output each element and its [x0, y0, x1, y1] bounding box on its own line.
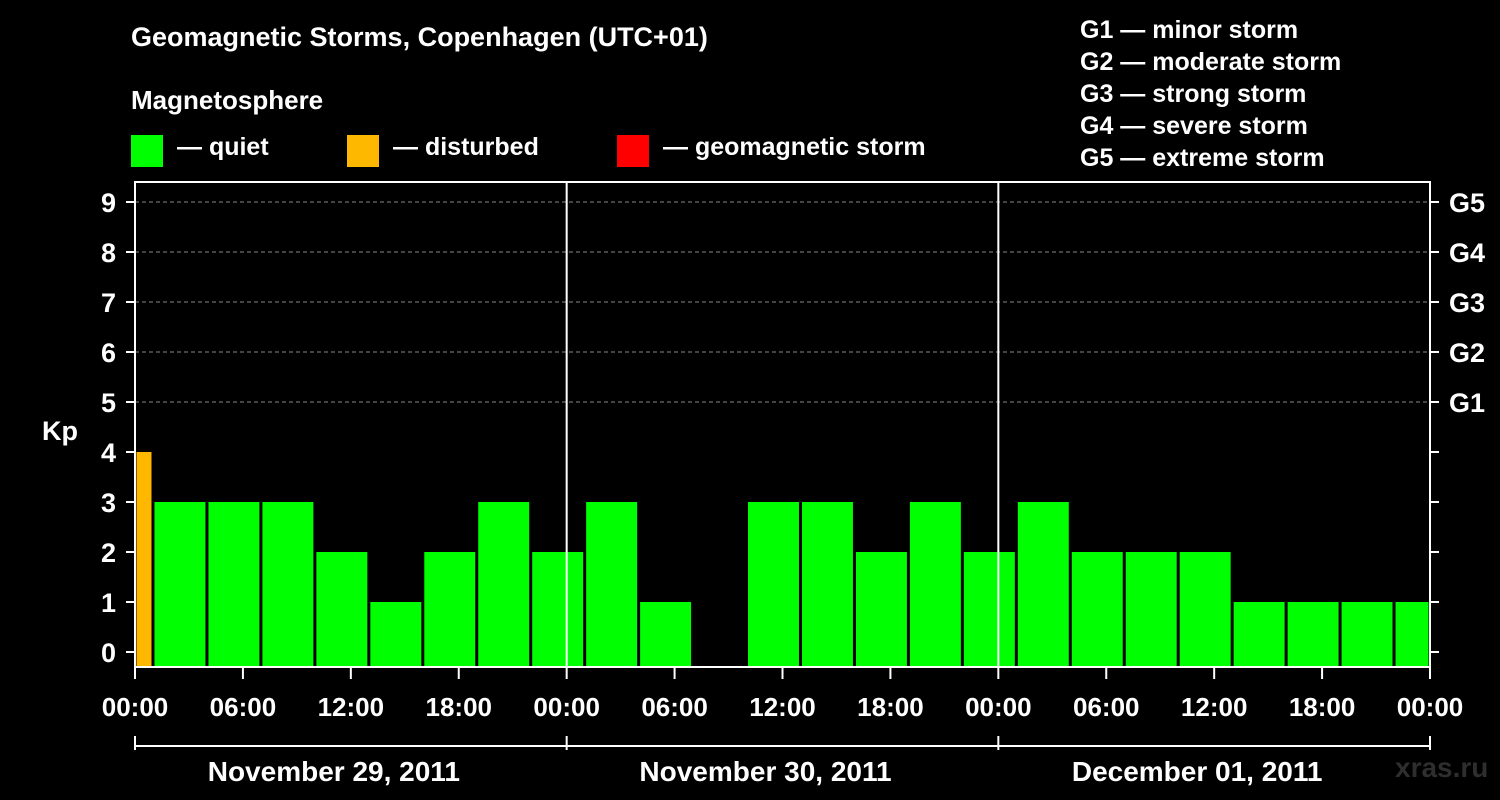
kp-bar-10	[640, 602, 692, 667]
y-tick-label-0: 0	[101, 638, 116, 668]
y-tick-label-5: 5	[101, 388, 116, 418]
kp-bar-19	[1125, 552, 1177, 667]
x-tick-label-12: 00:00	[1397, 692, 1464, 722]
right-tick-label-g1: G1	[1449, 388, 1485, 418]
x-tick-label-6: 12:00	[749, 692, 816, 722]
kp-bar-24	[1395, 602, 1429, 667]
y-tick-label-1: 1	[101, 588, 116, 618]
legend-swatch-storm	[617, 135, 649, 167]
kp-bar-14	[855, 552, 907, 667]
y-tick-label-6: 6	[101, 338, 116, 368]
right-tick-label-g2: G2	[1449, 338, 1485, 368]
legend-label-disturbed: — disturbed	[393, 133, 539, 161]
y-tick-label-4: 4	[101, 438, 116, 468]
legend-label-quiet: — quiet	[177, 133, 269, 161]
x-tick-label-1: 06:00	[210, 692, 277, 722]
storm-scale-g5: G5 — extreme storm	[1080, 144, 1325, 172]
storm-scale-g2: G2 — moderate storm	[1080, 48, 1342, 76]
storm-scale-g1: G1 — minor storm	[1080, 16, 1299, 44]
storm-scale-g4: G4 — severe storm	[1080, 112, 1308, 140]
x-tick-label-7: 18:00	[857, 692, 924, 722]
kp-bar-9	[586, 502, 638, 667]
kp-bar-2	[208, 502, 260, 667]
legend-label-storm: — geomagnetic storm	[663, 133, 926, 161]
y-tick-label-7: 7	[101, 288, 116, 318]
x-tick-label-9: 06:00	[1073, 692, 1140, 722]
kp-bar-17	[1017, 502, 1069, 667]
kp-bar-16	[963, 552, 1015, 667]
kp-bar-15	[909, 502, 961, 667]
chart-title: Geomagnetic Storms, Copenhagen (UTC+01)	[131, 22, 708, 52]
kp-bar-21	[1233, 602, 1285, 667]
x-tick-label-11: 18:00	[1289, 692, 1356, 722]
magnetosphere-title: Magnetosphere	[131, 85, 324, 115]
x-tick-label-8: 00:00	[965, 692, 1032, 722]
kp-bar-20	[1179, 552, 1231, 667]
kp-bar-13	[801, 502, 853, 667]
kp-bar-1	[154, 502, 206, 667]
right-tick-label-g3: G3	[1449, 288, 1485, 318]
kp-bar-23	[1341, 602, 1393, 667]
day-label-0: November 29, 2011	[208, 756, 460, 787]
y-tick-label-3: 3	[101, 488, 116, 518]
y-tick-label-8: 8	[101, 238, 116, 268]
x-tick-label-0: 00:00	[102, 692, 169, 722]
y-tick-label-2: 2	[101, 538, 116, 568]
kp-bar-3	[262, 502, 314, 667]
kp-bar-8	[532, 552, 584, 667]
kp-bar-6	[424, 552, 476, 667]
kp-bar-12	[748, 502, 799, 667]
y-tick-label-9: 9	[101, 188, 116, 218]
day-label-1: November 30, 2011	[639, 756, 891, 787]
kp-bar-18	[1071, 552, 1123, 667]
x-tick-label-5: 06:00	[641, 692, 708, 722]
kp-bar-7	[478, 502, 530, 667]
watermark: xras.ru	[1395, 752, 1489, 783]
kp-bar-5	[370, 602, 422, 667]
kp-bar-22	[1287, 602, 1339, 667]
x-tick-label-10: 12:00	[1181, 692, 1248, 722]
x-tick-label-3: 18:00	[426, 692, 493, 722]
kp-bar-4	[316, 552, 368, 667]
x-tick-label-2: 12:00	[318, 692, 385, 722]
y-axis-label: Kp	[42, 416, 78, 446]
right-tick-label-g4: G4	[1449, 238, 1485, 268]
storm-scale-g3: G3 — strong storm	[1080, 80, 1307, 108]
day-label-2: December 01, 2011	[1072, 756, 1323, 787]
legend-swatch-disturbed	[347, 135, 379, 167]
kp-bar-0	[136, 452, 152, 667]
right-tick-label-g5: G5	[1449, 188, 1485, 218]
x-tick-label-4: 00:00	[533, 692, 600, 722]
legend-swatch-quiet	[131, 135, 163, 167]
